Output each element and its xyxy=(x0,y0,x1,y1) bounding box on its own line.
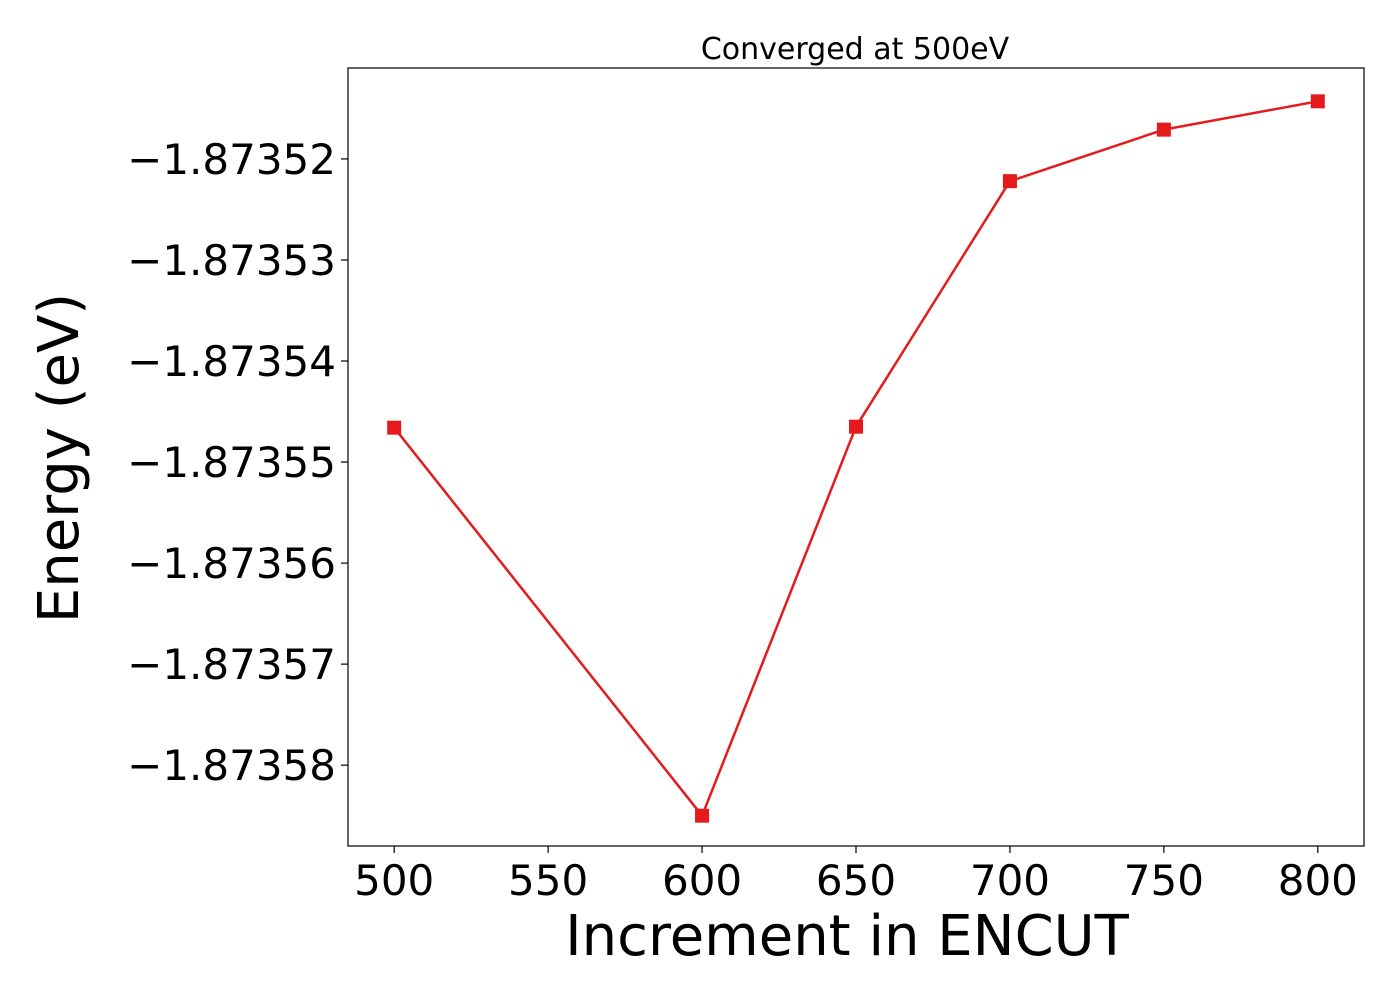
series-line xyxy=(393,100,1319,817)
x-tick-label: 500 xyxy=(354,856,434,905)
x-tick-label: 650 xyxy=(816,856,896,905)
y-axis-ticks: −1.87352 −1.87353 −1.87354 −1.87355 −1.87356… xyxy=(127,135,348,790)
x-tick-label: 700 xyxy=(970,856,1050,905)
y-tick-label: −1.87355 xyxy=(127,438,336,487)
x-tick-label: 800 xyxy=(1278,856,1358,905)
chart-title: Converged at 500eV xyxy=(701,32,1010,67)
x-tick-label: 550 xyxy=(508,856,588,905)
x-axis-ticks: 500 550 600 650 700 750 800 xyxy=(354,846,1358,905)
y-tick-label: −1.87353 xyxy=(127,236,336,285)
data-point-marker xyxy=(695,808,710,823)
plot-area-frame xyxy=(347,67,1365,847)
data-point-marker xyxy=(1310,94,1325,109)
x-tick-label: 600 xyxy=(662,856,742,905)
y-tick-label: −1.87352 xyxy=(127,135,336,184)
y-tick-label: −1.87354 xyxy=(127,337,336,386)
y-tick-label: −1.87358 xyxy=(127,741,336,790)
data-point-marker xyxy=(1002,174,1017,189)
x-axis-label: Increment in ENCUT xyxy=(565,904,1130,969)
x-tick-label: 750 xyxy=(1124,856,1204,905)
data-point-marker xyxy=(849,419,863,434)
data-point-marker xyxy=(387,420,402,435)
y-tick-label: −1.87356 xyxy=(127,539,336,588)
y-tick-label: −1.87357 xyxy=(127,640,336,689)
series-layer xyxy=(387,94,1325,823)
y-axis-label: Energy (eV) xyxy=(27,293,92,623)
data-point-marker xyxy=(1156,122,1171,137)
